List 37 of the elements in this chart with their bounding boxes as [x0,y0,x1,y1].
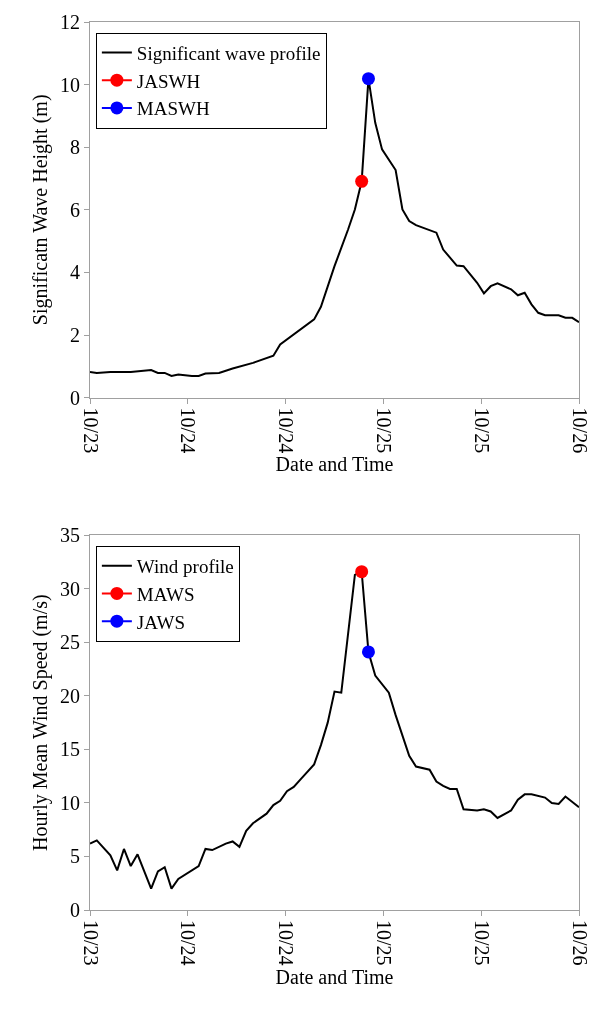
x-tick-label: 10/25 [470,920,493,966]
legend-label: MAWS [136,583,195,605]
y-axis-title: Significatn Wave Height (m) [29,94,53,326]
y-tick-label: 20 [60,684,80,707]
y-tick-label: 0 [70,899,80,921]
legend-label: JASWH [136,70,201,92]
y-tick-label: 0 [70,386,80,409]
x-axis-title: Date and Time [275,965,394,988]
y-tick-label: 25 [60,631,80,654]
y-tick-label: 2 [70,324,80,347]
x-axis-title: Date and Time [275,453,394,476]
y-tick-label: 6 [70,198,80,221]
x-tick-label: 10/24 [177,920,200,966]
legend-label: JAWS [136,611,185,633]
legend-label: Significant wave profile [136,42,321,64]
x-tick-label: 10/25 [372,407,395,454]
legend-label: MASWH [136,98,210,120]
x-tick-label: 10/24 [275,920,298,966]
y-tick-label: 4 [70,261,80,284]
y-axis-title: Hourly Mean Wind Speed (m/s) [29,594,53,851]
x-tick-label: 10/23 [79,920,102,966]
x-tick-label: 10/26 [568,920,591,966]
y-tick-label: 8 [70,136,80,159]
y-tick-label: 15 [60,738,80,761]
y-tick-label: 5 [70,845,80,868]
y-tick-label: 35 [60,524,80,547]
x-tick-label: 10/26 [568,407,591,454]
x-tick-label: 10/25 [372,920,395,966]
x-tick-label: 10/23 [79,407,102,454]
y-tick-label: 12 [60,11,80,33]
x-tick-label: 10/24 [177,407,200,454]
y-tick-label: 10 [60,73,80,96]
y-tick-label: 10 [60,791,80,814]
legend-label: Wind profile [136,556,234,578]
x-tick-label: 10/24 [275,407,298,454]
y-tick-label: 30 [60,577,80,600]
x-tick-label: 10/25 [470,407,493,454]
